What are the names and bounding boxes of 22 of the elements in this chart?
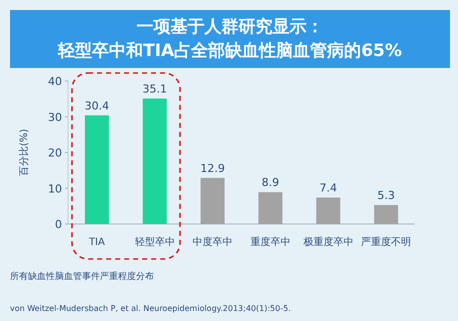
x-tick-label: 轻型卒中	[134, 236, 175, 248]
x-tick-label: 重度卒中	[250, 236, 290, 248]
y-tick-label: 10	[48, 182, 62, 196]
y-tick-label: 20	[48, 146, 62, 160]
y-tick-label: 40	[48, 75, 62, 88]
y-axis-title: 百分比(%)	[18, 128, 30, 176]
text: von Weitzel-Mudersbach P, et al. Neuroepidemiology.2013;40(1):50-5.	[10, 304, 291, 313]
x-tick-label: 严重度不明	[361, 236, 412, 248]
y-tick-label: 30	[48, 110, 62, 124]
x-tick-label: 极重度卒中	[302, 236, 354, 248]
chart-subtitle: 轻型卒中和TIA占全部缺血性脑血管病的65%	[57, 41, 402, 61]
chart-title: 一项基于人群研究显示：	[136, 17, 324, 37]
data-label: 30.4	[84, 99, 110, 112]
text: 所有缺血性脑血管事件严重程度分布	[10, 271, 154, 282]
data-label: 12.9	[200, 162, 225, 175]
data-label: 8.9	[262, 176, 280, 190]
x-tick-label: 中度卒中	[192, 236, 233, 248]
data-label: 7.4	[320, 182, 337, 195]
y-tick-label: 0	[55, 218, 62, 231]
data-label: 35.1	[142, 82, 167, 96]
data-label: 5.3	[377, 189, 395, 202]
x-tick-label: TIA	[88, 237, 106, 248]
